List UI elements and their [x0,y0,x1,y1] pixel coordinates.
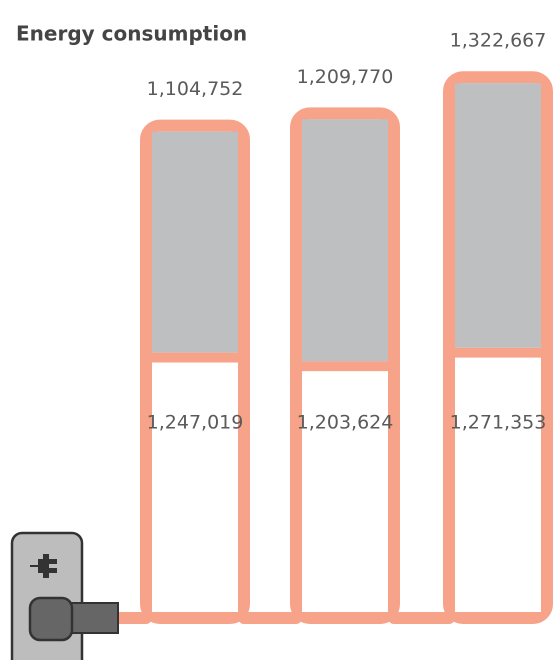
value-label: 1,104,752 [147,78,244,100]
bar-segment [455,357,541,612]
plug-connector [67,602,119,634]
plug-icon [10,531,119,660]
value-label: 1,322,667 [450,30,547,52]
bar-segment [455,83,541,348]
chart-title: Energy consumption [16,22,247,46]
value-label: 1,209,770 [297,66,394,88]
plug-symbol [30,554,57,578]
value-label: 1,203,624 [297,412,394,434]
bar-segment [152,131,238,353]
bar-segment [302,371,388,612]
bar-segment [152,362,238,612]
plug-head [28,596,74,642]
value-label: 1,271,353 [450,412,547,434]
bar-segment [302,119,388,362]
value-label: 1,247,019 [147,412,244,434]
